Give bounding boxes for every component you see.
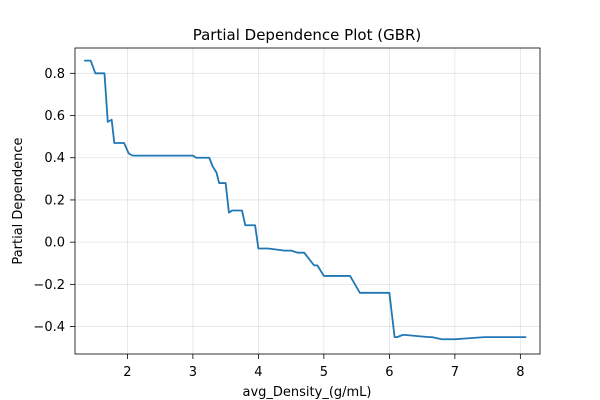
y-tick-label: 0.8 [44, 67, 65, 82]
grid-lines [75, 48, 540, 354]
x-tick-label: 5 [320, 365, 328, 380]
plot-area-frame [74, 47, 541, 355]
y-tick-label: −0.2 [33, 278, 65, 293]
x-tick-label: 6 [385, 365, 393, 380]
x-tick-label: 4 [254, 365, 262, 380]
x-axis-ticks: 2 3 4 5 6 7 8 [123, 354, 524, 380]
x-tick-label: 3 [189, 365, 197, 380]
partial-dependence-line [83, 59, 527, 341]
y-tick-label: 0.0 [44, 236, 65, 251]
x-tick-label: 8 [516, 365, 524, 380]
series-layer [83, 59, 527, 341]
y-tick-label: 0.6 [44, 109, 65, 124]
x-axis-label: avg_Density_(g/mL) [242, 385, 371, 400]
x-tick-label: 7 [451, 365, 459, 380]
y-tick-label: −0.4 [33, 320, 65, 335]
chart-title: Partial Dependence Plot (GBR) [193, 26, 422, 44]
y-tick-label: 0.4 [44, 151, 65, 166]
y-axis-ticks: −0.4 −0.2 0.0 0.2 0.4 0.6 0.8 [33, 67, 75, 335]
y-tick-label: 0.2 [44, 193, 65, 208]
y-axis-label: Partial Dependence [11, 137, 26, 264]
x-tick-label: 2 [123, 365, 131, 380]
